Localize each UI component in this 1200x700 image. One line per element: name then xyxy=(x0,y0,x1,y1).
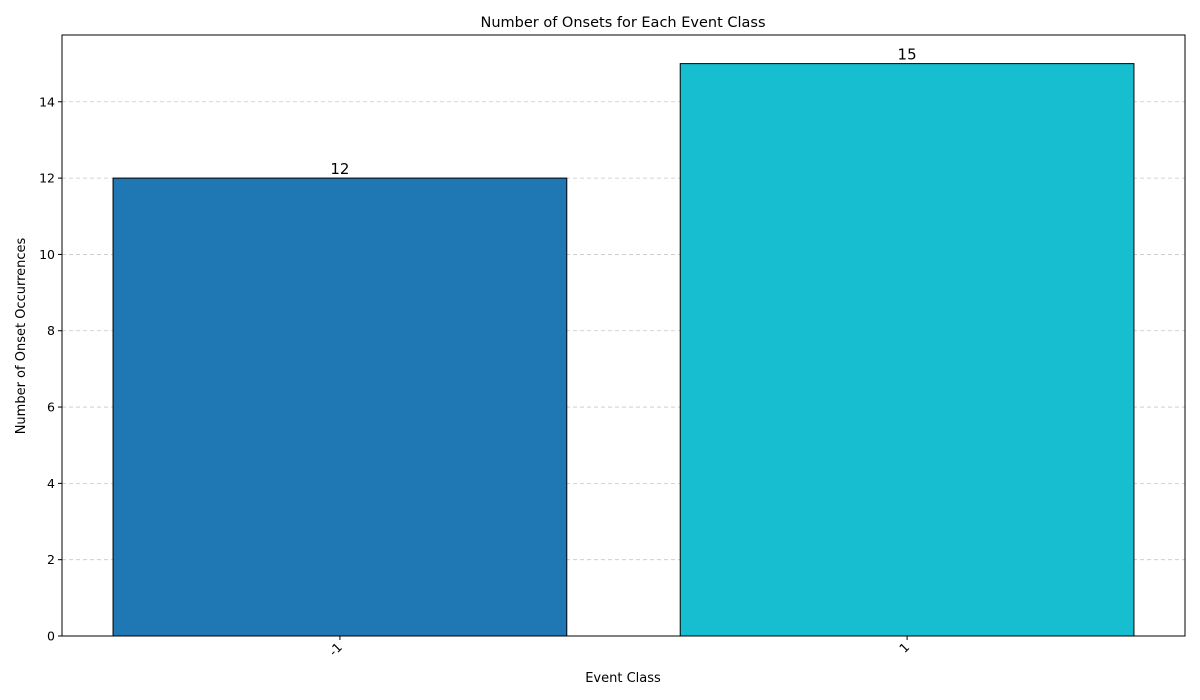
y-tick-label: 8 xyxy=(47,323,55,338)
y-tick-label: 2 xyxy=(47,552,55,567)
bar xyxy=(112,177,568,637)
x-tick-label: 1 xyxy=(896,640,912,656)
y-tick-label: 6 xyxy=(47,400,55,415)
grid-layer xyxy=(62,101,1185,561)
y-tick-label: 12 xyxy=(39,171,55,186)
plot-area-frame xyxy=(61,34,1186,637)
bar xyxy=(679,63,1135,637)
y-tick-label: 14 xyxy=(39,94,55,109)
chart-title: Number of Onsets for Each Event Class xyxy=(480,15,765,31)
y-tick-label: 0 xyxy=(47,629,55,644)
x-tick-label: -1 xyxy=(326,640,345,659)
data-labels-layer: 12 15 xyxy=(330,46,916,178)
bars-layer xyxy=(112,63,1135,637)
y-axis-label: Number of Onset Occurrences xyxy=(14,237,29,434)
y-tick-label: 10 xyxy=(39,247,55,262)
bar-value-label: 15 xyxy=(898,46,917,64)
bar-value-label: 12 xyxy=(330,160,349,178)
y-tick-label: 4 xyxy=(47,476,55,491)
x-axis-label: Event Class xyxy=(585,671,661,686)
